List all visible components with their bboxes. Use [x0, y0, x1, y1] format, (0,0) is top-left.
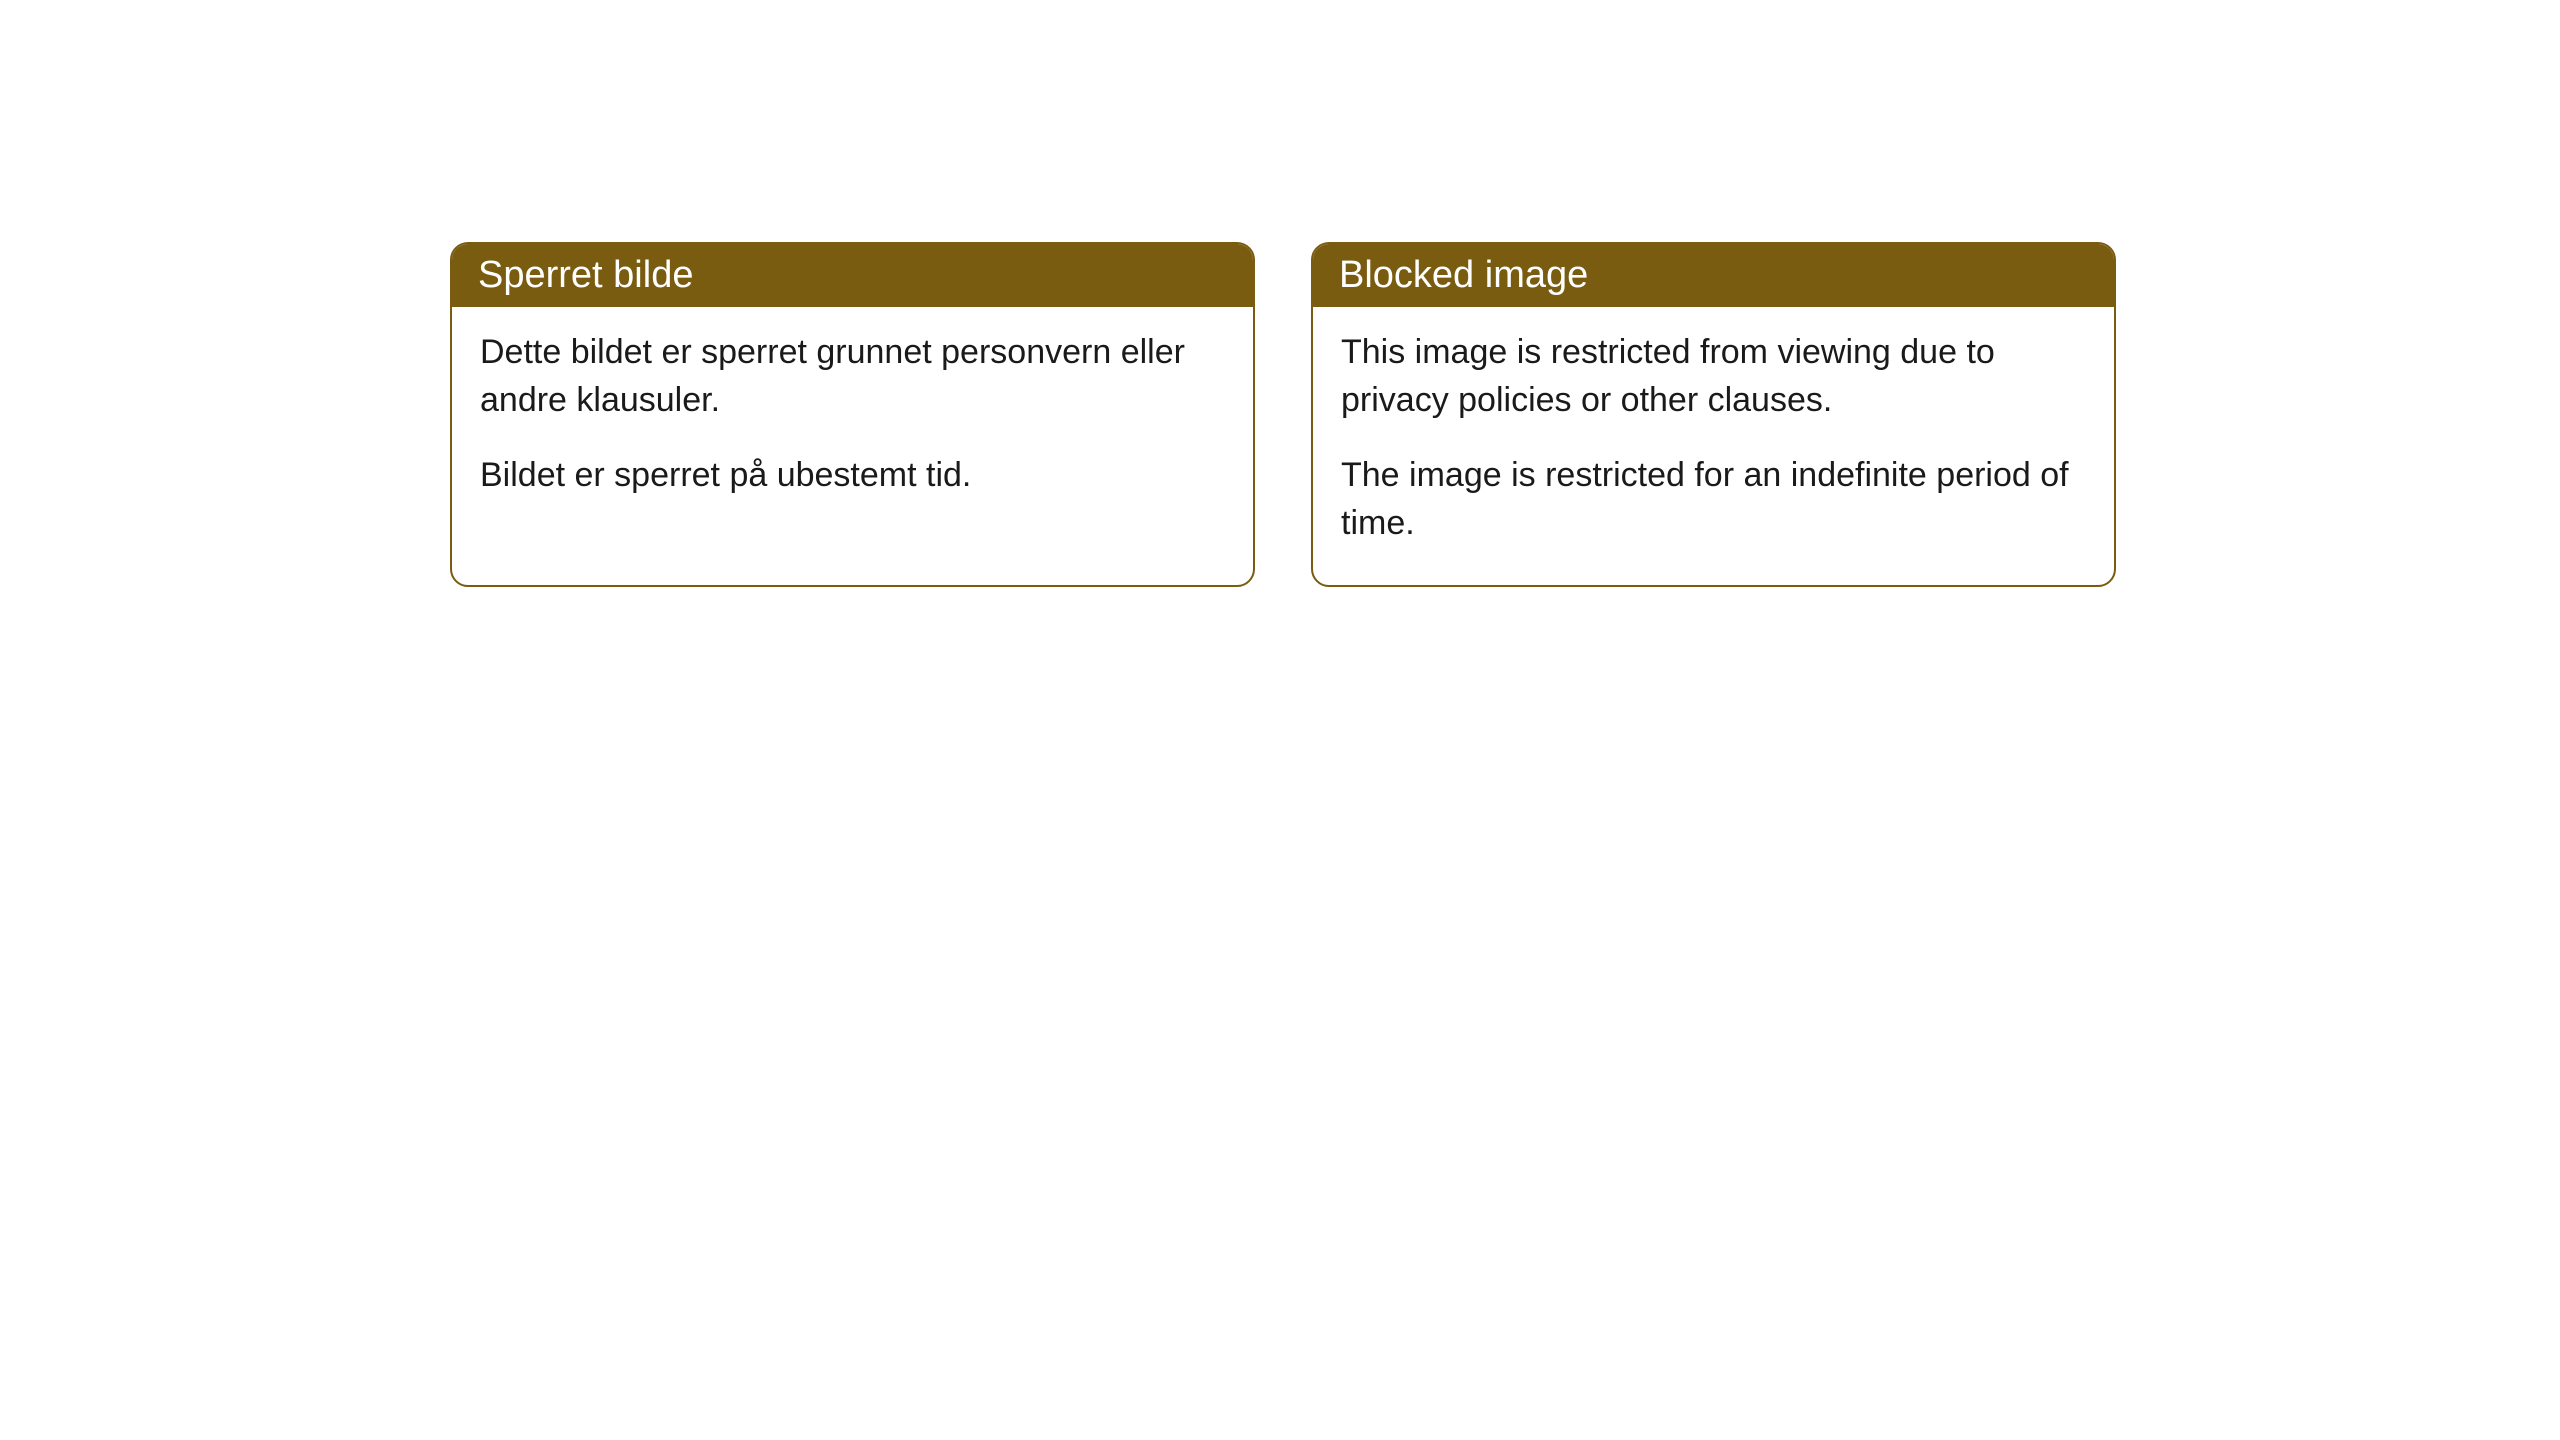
card-body: Dette bildet er sperret grunnet personve… — [452, 307, 1253, 538]
card-title: Blocked image — [1339, 254, 1588, 296]
notice-card-english: Blocked image This image is restricted f… — [1311, 242, 2116, 587]
card-header: Blocked image — [1313, 244, 2114, 307]
card-paragraph: Dette bildet er sperret grunnet personve… — [480, 329, 1225, 424]
notice-cards-container: Sperret bilde Dette bildet er sperret gr… — [450, 242, 2560, 587]
card-header: Sperret bilde — [452, 244, 1253, 307]
card-paragraph: This image is restricted from viewing du… — [1341, 329, 2086, 424]
card-paragraph: Bildet er sperret på ubestemt tid. — [480, 452, 1225, 500]
card-paragraph: The image is restricted for an indefinit… — [1341, 452, 2086, 547]
notice-card-norwegian: Sperret bilde Dette bildet er sperret gr… — [450, 242, 1255, 587]
card-title: Sperret bilde — [478, 254, 693, 296]
card-body: This image is restricted from viewing du… — [1313, 307, 2114, 585]
